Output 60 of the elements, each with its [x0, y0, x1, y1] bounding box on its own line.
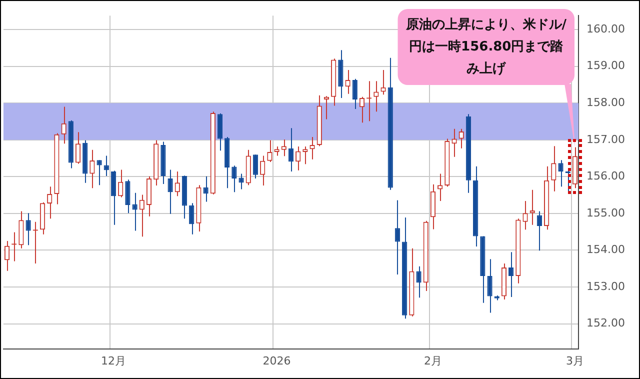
- candlestick: [168, 169, 173, 214]
- candlestick: [274, 146, 280, 156]
- candlestick: [232, 165, 237, 193]
- y-tick-label: 153.00: [586, 280, 626, 293]
- candlestick: [4, 240, 10, 272]
- candlestick: [522, 200, 528, 230]
- candlestick: [96, 160, 102, 186]
- candlestick: [438, 173, 443, 202]
- candlestick: [288, 128, 294, 172]
- candlestick: [189, 202, 194, 235]
- candlestick: [139, 194, 144, 238]
- candlestick: [174, 171, 180, 197]
- candlestick: [310, 136, 315, 160]
- x-tick-label: 2026: [262, 354, 291, 368]
- y-tick-label: 156.00: [586, 170, 626, 183]
- x-tick-label: 12月: [101, 354, 126, 368]
- candlestick: [132, 192, 138, 232]
- candlestick: [302, 146, 308, 165]
- candlestick: [536, 210, 542, 252]
- y-tick-label: 160.00: [586, 22, 626, 36]
- x-tick-label: 3月: [566, 354, 584, 368]
- candlestick: [380, 70, 386, 96]
- x-tick-label: 2月: [424, 354, 442, 368]
- candlestick: [430, 184, 436, 230]
- candlestick: [18, 210, 24, 249]
- candlestick: [359, 96, 365, 124]
- candlestick: [345, 70, 350, 94]
- candlestick: [238, 173, 244, 190]
- candlestick: [296, 146, 301, 171]
- candlestick: [47, 186, 52, 220]
- candlestick: [203, 176, 208, 202]
- y-tick-label: 159.00: [586, 59, 626, 72]
- candlestick: [110, 170, 116, 226]
- annotation: 原油の上昇により、米ドル/円は一時156.80円まで踏み上げ: [404, 17, 567, 76]
- y-tick-label: 157.00: [586, 132, 626, 146]
- candlestick: [267, 140, 272, 162]
- y-tick-label: 152.00: [586, 316, 626, 330]
- candlestick: [26, 212, 31, 246]
- candlestick: [61, 106, 66, 144]
- candlestick: [252, 154, 258, 180]
- candlestick: [416, 266, 422, 298]
- candlestick: [75, 132, 81, 164]
- candlestick: [90, 149, 95, 189]
- candlestick: [558, 160, 564, 188]
- candlestick: [458, 128, 464, 149]
- candlestick: [281, 139, 286, 157]
- candlestick: [125, 179, 130, 214]
- y-tick-label: 158.00: [586, 96, 626, 109]
- candlestick: [551, 146, 556, 192]
- y-tick-label: 155.00: [586, 206, 626, 220]
- candlestick: [487, 258, 492, 314]
- candlestick: [260, 155, 266, 186]
- candlestick: [452, 128, 457, 158]
- candlestick: [118, 169, 124, 198]
- candlestick: [374, 80, 379, 112]
- candlestick: [217, 112, 223, 152]
- candlestick: [394, 200, 400, 276]
- candlestick: [352, 78, 358, 110]
- y-tick-label: 154.00: [586, 243, 626, 256]
- candlestick: [508, 252, 514, 298]
